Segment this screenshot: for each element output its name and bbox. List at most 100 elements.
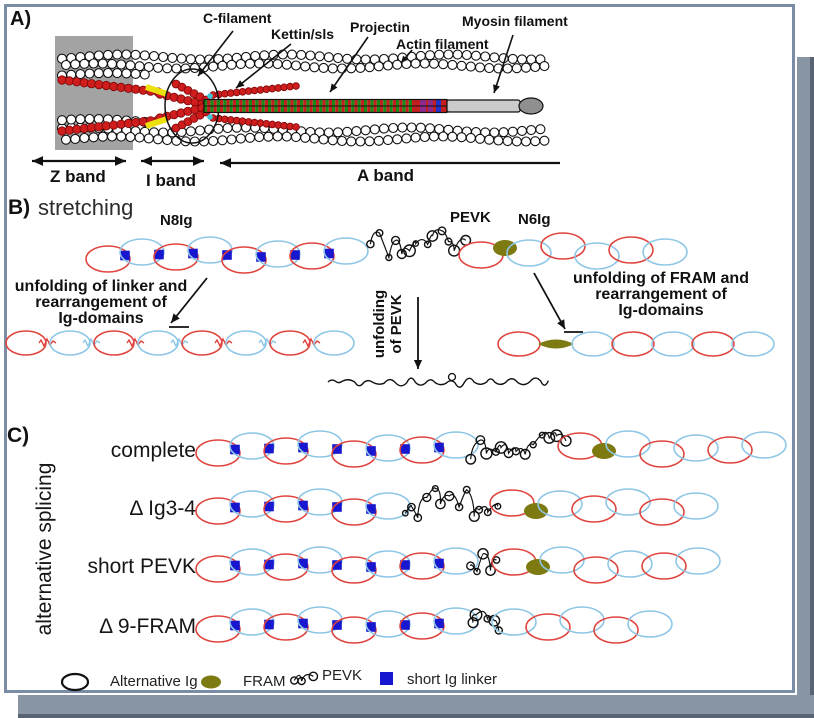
- note-unfolding-fram-line2: rearrangement of: [595, 286, 727, 303]
- ig-domain: [365, 610, 411, 638]
- ig-domain: [608, 236, 654, 264]
- ig-domain: [263, 495, 309, 523]
- ig-domain: [611, 331, 655, 357]
- short-ig-linker: [400, 560, 410, 570]
- row-label-9-fram: Δ 9-FRAM: [99, 615, 196, 638]
- legend-alternative-ig-label: Alternative Ig: [110, 673, 198, 690]
- note-unfolding-pevk-line2: of PEVK: [388, 294, 405, 354]
- short-ig-linker: [230, 444, 240, 455]
- short-ig-linker: [298, 442, 308, 453]
- short-ig-linker: [120, 250, 130, 261]
- ig-domain: [559, 606, 605, 634]
- callout-myosin-filament: Myosin filament: [462, 13, 568, 29]
- fram-domain: [493, 240, 517, 256]
- note-unfolding-fram-line1: unfolding of FRAM and: [573, 270, 749, 287]
- ig-domain: [506, 239, 552, 267]
- ig-domain: [673, 434, 719, 462]
- pevk-icon: [289, 671, 319, 686]
- ig-domain: [593, 616, 639, 644]
- short-ig-linker: [332, 620, 342, 630]
- callout-projectin: Projectin: [350, 19, 410, 35]
- legend: [60, 671, 393, 692]
- short-ig-linker: [264, 501, 274, 512]
- ig-domain: [433, 547, 479, 575]
- short-ig-linker: [366, 622, 376, 632]
- ig-domain: [331, 556, 377, 584]
- ig-domain: [229, 608, 275, 636]
- short-ig-linker: [400, 444, 410, 454]
- short-ig-linker: [230, 620, 240, 631]
- short-ig-linker: [256, 252, 266, 262]
- chain-b-unfolded-fram: [497, 331, 775, 357]
- ig-domain: [605, 430, 651, 458]
- chain-b-n6ig: [458, 232, 688, 270]
- ig-domain: [573, 556, 619, 584]
- ig-domain: [263, 613, 309, 641]
- ig-domain: [399, 552, 445, 580]
- ig-domain: [195, 439, 241, 467]
- short-ig-linker-icon: [380, 672, 393, 685]
- panel-a-arrows: [197, 30, 514, 94]
- band-arrows: [32, 156, 560, 168]
- ig-domain: [399, 436, 445, 464]
- ig-domain: [85, 245, 131, 273]
- unfolded-pevk-line: [327, 372, 550, 388]
- ig-domain: [540, 232, 586, 260]
- n6ig-label: N6Ig: [518, 211, 551, 228]
- ig-domain: [365, 434, 411, 462]
- chain-c-ig34: [195, 485, 719, 526]
- note-unfolding-linker-line3: Ig-domains: [58, 310, 144, 327]
- fram-icon: [201, 675, 221, 689]
- drop-shadow-bottom: [18, 695, 814, 718]
- ig-domain: [187, 236, 233, 264]
- projectin-filament: [203, 98, 448, 114]
- short-ig-linker: [366, 562, 376, 572]
- chain-c-shortpevk: [195, 546, 721, 584]
- a-band-label: A band: [357, 166, 414, 185]
- ig-domain: [153, 243, 199, 271]
- ig-domain: [263, 437, 309, 465]
- ig-domain: [229, 432, 275, 460]
- fram-domain: [526, 559, 550, 575]
- short-ig-linker: [434, 442, 444, 453]
- ig-domain: [675, 547, 721, 575]
- ig-domain: [399, 612, 445, 640]
- unfolded-linker: [258, 337, 277, 348]
- ig-domain: [297, 488, 343, 516]
- i-band-label: I band: [146, 171, 197, 190]
- legend-short-ig-linker-label: short Ig linker: [407, 671, 498, 688]
- ig-domain: [255, 240, 301, 268]
- fram-domain: [524, 503, 548, 519]
- note-unfolding-pevk-line1: unfolding: [371, 289, 388, 359]
- short-ig-linker: [290, 250, 300, 260]
- ig-domain: [331, 440, 377, 468]
- short-ig-linker: [298, 500, 308, 511]
- ig-domain: [195, 615, 241, 643]
- chain-c-complete: [195, 429, 787, 468]
- short-ig-linker: [230, 502, 240, 513]
- ig-domain: [331, 498, 377, 526]
- short-ig-linker: [332, 560, 342, 570]
- row-label-short-pevk: short PEVK: [87, 555, 196, 578]
- ig-domain: [195, 555, 241, 583]
- ig-domain: [491, 608, 537, 636]
- short-ig-linker: [154, 249, 164, 260]
- short-ig-linker: [366, 446, 376, 456]
- short-ig-linker: [332, 502, 342, 512]
- alternative-ig-icon: [60, 672, 90, 692]
- unfolded-linker: [82, 337, 101, 348]
- short-ig-linker: [264, 619, 274, 630]
- note-unfolding-fram-line3: Ig-domains: [618, 302, 704, 319]
- callout-kettin-sls: Kettin/sls: [271, 26, 335, 42]
- panel-b-label: B): [8, 196, 31, 219]
- ig-domain: [297, 606, 343, 634]
- unfolded-linker: [126, 337, 145, 348]
- ig-domain: [433, 431, 479, 459]
- n8ig-label: N8Ig: [160, 212, 193, 229]
- sarcomere-diagram: [55, 36, 550, 150]
- chain-b-n8ig: [85, 236, 369, 274]
- chain-b-unfolded-ig: [5, 330, 355, 356]
- ig-domain: [639, 440, 685, 468]
- unfolded-linker: [38, 337, 57, 348]
